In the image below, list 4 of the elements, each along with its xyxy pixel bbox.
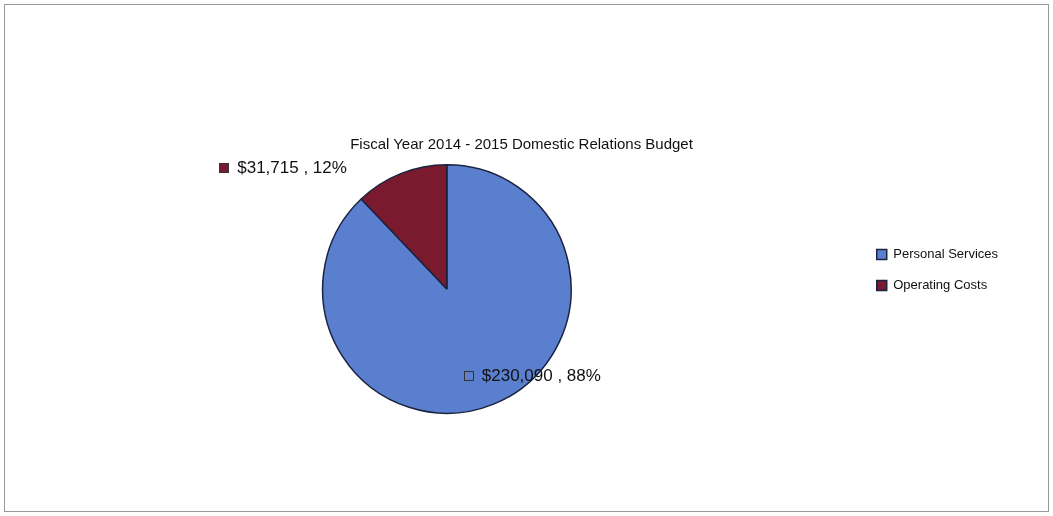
legend-label: Operating Costs [893, 277, 988, 293]
chart-title: Fiscal Year 2014 - 2015 Domestic Relations Budget [350, 135, 694, 153]
data-label: $31,715 , 12% [237, 157, 347, 177]
legend-label: Personal Services [893, 246, 999, 262]
